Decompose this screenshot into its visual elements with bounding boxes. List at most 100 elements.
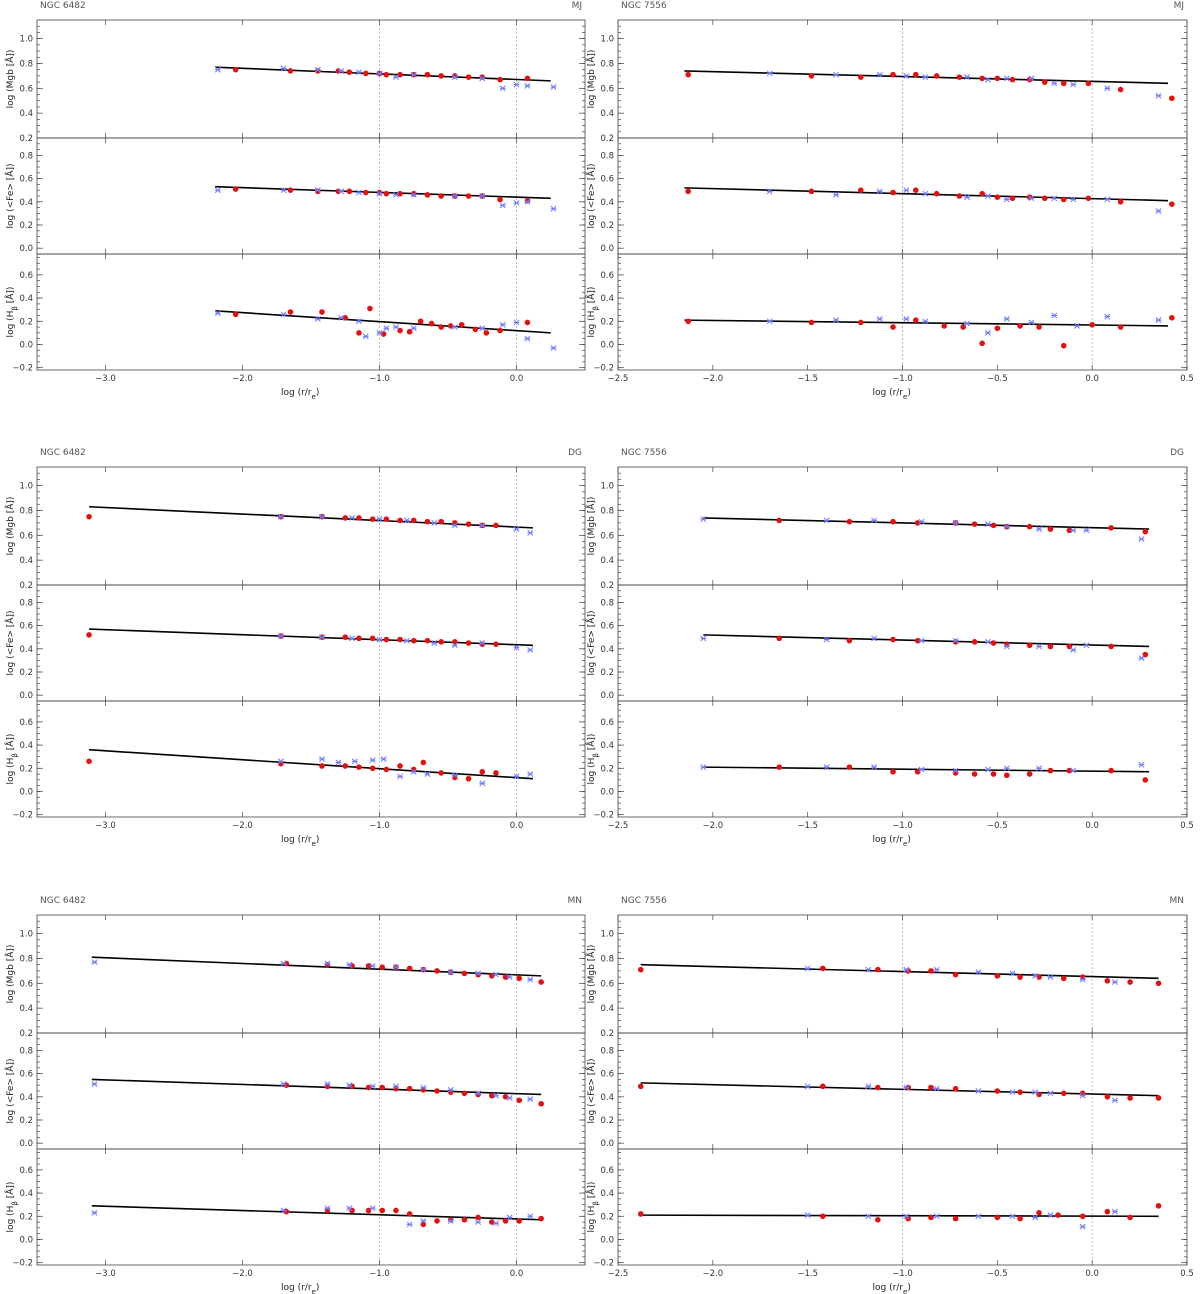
observed-point <box>392 324 399 331</box>
model-point <box>1036 1091 1042 1098</box>
observed-point <box>451 193 458 199</box>
observed-point <box>871 764 878 771</box>
model-point <box>434 968 440 974</box>
y-tick-label: 0.2 <box>19 1212 33 1222</box>
model-point <box>952 1215 959 1222</box>
model-point <box>383 516 390 522</box>
model-point <box>356 330 362 336</box>
subplot-frame <box>36 1032 586 1150</box>
observed-point <box>1051 312 1058 319</box>
observed-point <box>984 329 991 336</box>
model-point <box>1066 767 1073 774</box>
observed-series <box>277 633 534 653</box>
observed-point <box>376 329 383 336</box>
fit-line <box>703 634 1150 648</box>
y-tick-label: −0.2 <box>12 1259 33 1269</box>
y-tick-label: 1.0 <box>19 482 33 492</box>
model-point <box>410 517 417 524</box>
model-point <box>979 340 985 347</box>
model-series <box>637 965 1162 987</box>
model-point <box>383 636 390 643</box>
y-tick-label: 0.4 <box>600 741 614 751</box>
model-point <box>342 763 349 769</box>
model-point <box>994 973 1001 979</box>
model-point <box>461 1216 468 1223</box>
model-point <box>1108 525 1114 531</box>
observed-point <box>876 316 883 322</box>
y-tick-label: 0.6 <box>600 84 614 94</box>
model-point <box>406 1211 413 1217</box>
model-point <box>538 979 544 985</box>
panel-label: MN <box>568 896 583 906</box>
x-tick-label: −2.5 <box>608 1269 629 1279</box>
model-point <box>1060 80 1067 87</box>
model-point <box>952 639 959 645</box>
observed-point <box>871 517 878 524</box>
y-tick-label: 0.4 <box>600 556 614 566</box>
model-point <box>914 637 921 644</box>
model-point <box>808 188 815 195</box>
observed-point <box>975 969 982 976</box>
model-point <box>994 75 1001 82</box>
observed-point <box>984 76 991 83</box>
x-tick-label: −1.0 <box>369 1269 390 1279</box>
model-point <box>365 963 372 969</box>
observed-point <box>700 516 707 523</box>
model-point <box>342 515 349 521</box>
observed-series <box>700 516 1145 542</box>
model-point <box>1155 1095 1162 1101</box>
y-tick-label: 0.0 <box>600 1139 614 1149</box>
observed-point <box>984 193 991 199</box>
model-point <box>86 632 92 638</box>
observed-point <box>492 1220 499 1227</box>
model-point <box>461 970 468 977</box>
model-point <box>820 1083 826 1090</box>
observed-point <box>447 1217 454 1224</box>
y-axis-label: log (Mgb [Å]) <box>4 50 16 109</box>
observed-point <box>1155 317 1162 324</box>
model-point <box>1104 1094 1111 1100</box>
x-tick-label: −1.0 <box>892 374 913 384</box>
model-point <box>465 521 472 527</box>
observed-point <box>479 780 486 787</box>
y-tick-label: 0.0 <box>600 1235 614 1245</box>
observed-point <box>1003 523 1010 530</box>
model-point <box>994 1088 1001 1094</box>
observed-point <box>91 959 98 966</box>
subplot-frame <box>617 584 1188 702</box>
observed-point <box>403 517 410 524</box>
y-tick-label: 1.0 <box>600 482 614 492</box>
panel-title: NGC 6482 <box>40 896 86 906</box>
observed-point <box>766 318 773 325</box>
model-point <box>1017 974 1023 980</box>
y-tick-label: 0.6 <box>19 979 33 989</box>
model-point <box>472 326 479 333</box>
observed-point <box>214 310 221 317</box>
y-tick-label: 0.8 <box>600 954 614 964</box>
observed-point <box>1138 536 1145 542</box>
observed-point <box>876 188 883 195</box>
model-point <box>452 73 458 79</box>
observed-point <box>376 190 383 197</box>
y-tick-label: 0.4 <box>19 1004 33 1014</box>
y-tick-label: 0.4 <box>600 645 614 655</box>
model-point <box>438 193 444 199</box>
model-point <box>438 324 444 330</box>
y-tick-label: 0.2 <box>19 134 33 144</box>
observed-series <box>91 959 534 983</box>
model-point <box>424 518 431 525</box>
y-tick-label: 1.0 <box>19 930 33 940</box>
observed-point <box>1032 1214 1039 1221</box>
y-tick-label: 0.8 <box>19 151 33 161</box>
observed-point <box>804 965 811 972</box>
observed-point <box>1074 322 1080 329</box>
model-series <box>637 1203 1162 1223</box>
observed-point <box>1083 642 1090 649</box>
observed-point <box>903 966 910 973</box>
panel-label: MJ <box>572 1 582 11</box>
subplot-frame <box>617 466 1188 586</box>
model-point <box>447 323 454 329</box>
